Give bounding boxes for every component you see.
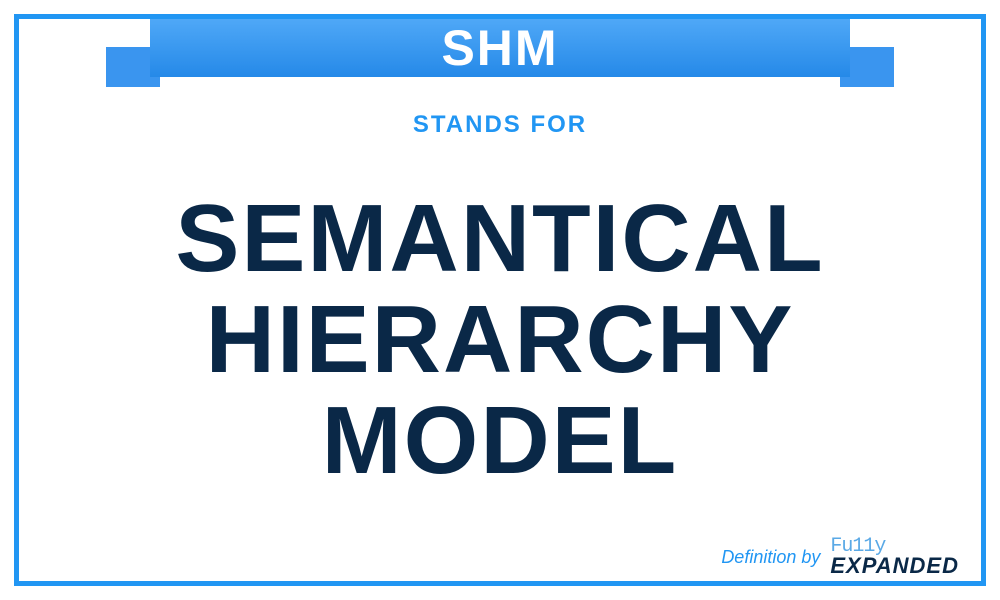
content-frame: SHM STANDS FOR SEMANTICAL HIERARCHY MODE… bbox=[14, 14, 986, 586]
banner-body: SHM bbox=[150, 19, 850, 77]
footer: Definition by Fu11y EXPANDED bbox=[721, 537, 959, 577]
definition-by-label: Definition by bbox=[721, 547, 820, 568]
definition-text: SEMANTICAL HIERARCHY MODEL bbox=[79, 189, 921, 491]
acronym-text: SHM bbox=[441, 19, 558, 77]
stands-for-label: STANDS FOR bbox=[19, 111, 981, 139]
logo: Fu11y EXPANDED bbox=[830, 537, 959, 577]
logo-bottom-text: EXPANDED bbox=[830, 556, 959, 577]
ribbon-banner: SHM bbox=[120, 19, 880, 87]
